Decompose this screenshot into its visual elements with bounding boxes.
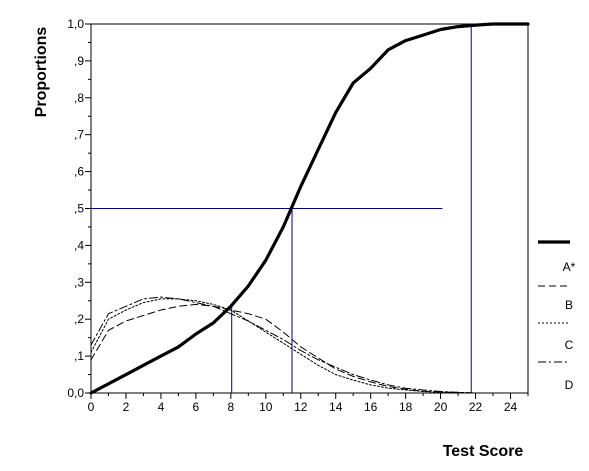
series-line-c [90, 298, 477, 394]
x-axis-title: Test Score [443, 443, 524, 460]
y-tick-label: ,9 [74, 54, 84, 68]
x-tick-label: 16 [364, 400, 378, 414]
legend-label-b: B [565, 298, 573, 312]
x-tick-label: 14 [329, 400, 343, 414]
legend: A* B C D [538, 240, 576, 392]
y-tick-label: ,2 [74, 312, 84, 326]
y-axis-title: Proportions [33, 27, 50, 118]
x-tick-label: 8 [227, 400, 234, 414]
y-tick-label: ,8 [74, 91, 84, 105]
y-tick-label: ,6 [74, 165, 84, 179]
y-tick-label: 1,0 [67, 17, 84, 31]
y-tick-label: ,7 [74, 128, 84, 142]
x-tick-label: 22 [469, 400, 483, 414]
legend-label-c: C [565, 338, 574, 352]
x-tick-label: 2 [123, 400, 130, 414]
y-tick-label: 0,0 [67, 386, 84, 400]
reference-lines [91, 25, 472, 393]
legend-label-a: A* [563, 260, 576, 274]
x-tick-label: 0 [88, 400, 95, 414]
x-tick-label: 6 [193, 400, 200, 414]
y-tick-label: ,4 [74, 238, 84, 252]
legend-label-d: D [565, 378, 574, 392]
series-lines [89, 22, 530, 395]
x-tick-label: 10 [259, 400, 273, 414]
x-tick-label: 4 [158, 400, 165, 414]
y-tick-label: ,3 [74, 275, 84, 289]
y-tick-label: ,1 [74, 349, 84, 363]
series-line-a [89, 22, 530, 395]
x-tick-label: 18 [399, 400, 413, 414]
x-tick-label: 20 [434, 400, 448, 414]
x-axis: 0 2 4 6 8 10 12 14 16 18 20 22 24 [88, 393, 529, 414]
y-axis: 0,0 ,1 ,2 ,3 ,4 ,5 ,6 ,7 ,8 ,9 1,0 [67, 17, 91, 400]
y-tick-label: ,5 [74, 202, 84, 216]
x-tick-label: 24 [504, 400, 518, 414]
x-tick-label: 12 [294, 400, 308, 414]
series-line-d [90, 296, 477, 394]
series-line-b [90, 303, 477, 394]
